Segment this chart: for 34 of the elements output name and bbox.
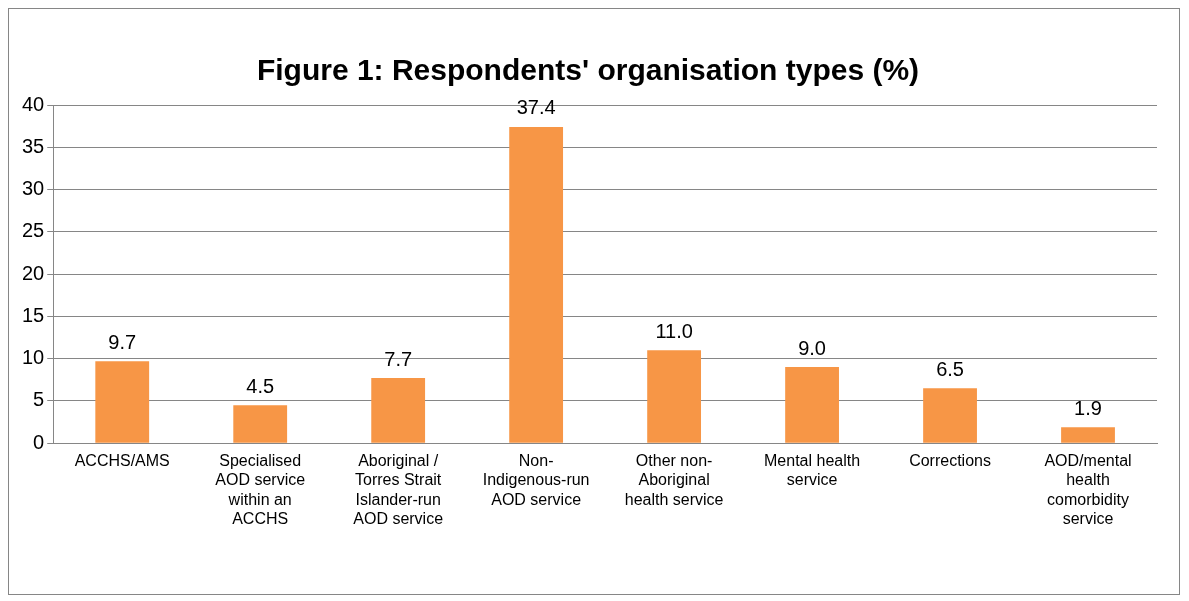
bar — [1061, 427, 1115, 443]
data-label: 11.0 — [655, 319, 693, 342]
data-label: 7.7 — [384, 347, 413, 370]
data-label: 6.5 — [936, 357, 964, 380]
bar — [95, 361, 150, 443]
bar — [509, 126, 564, 443]
bar — [371, 378, 426, 443]
x-tick-label: Other non-Aboriginal health service — [624, 452, 724, 508]
x-tick-label: Aboriginal / Torres Strait Islander-run AOD service — [353, 452, 444, 527]
y-tick-label: 40 — [22, 92, 45, 115]
data-label: 37.4 — [516, 96, 556, 119]
y-tick-label: 20 — [22, 261, 45, 284]
data-label: 9.7 — [108, 330, 137, 353]
x-tick-label: Specialised AOD service within an ACCHS — [215, 452, 306, 527]
x-tick-label: Corrections — [909, 452, 991, 470]
data-label: 4.5 — [246, 374, 275, 397]
y-tick-label: 30 — [22, 177, 45, 200]
y-tick-label: 0 — [33, 430, 45, 453]
bar — [785, 367, 839, 443]
x-tick-label: AOD/mental health comorbidity service — [1044, 452, 1132, 527]
x-tick-label: Non-Indigenous-run AOD service — [482, 452, 590, 508]
bar — [647, 350, 702, 443]
data-label: 9.0 — [798, 336, 826, 359]
y-tick-label: 35 — [22, 134, 45, 157]
y-tick-label: 15 — [22, 303, 45, 326]
data-label: 1.9 — [1074, 396, 1102, 419]
chart-title: Figure 1: Respondents' organisation types (%) — [256, 53, 920, 87]
bar — [923, 388, 977, 443]
y-tick-label: 25 — [22, 219, 45, 242]
x-tick-label: Mental health service — [764, 452, 861, 489]
x-tick-label: ACCHS/AMS — [74, 452, 170, 470]
bar — [233, 405, 288, 443]
y-tick-label: 5 — [33, 388, 45, 411]
y-tick-label: 10 — [22, 346, 45, 369]
